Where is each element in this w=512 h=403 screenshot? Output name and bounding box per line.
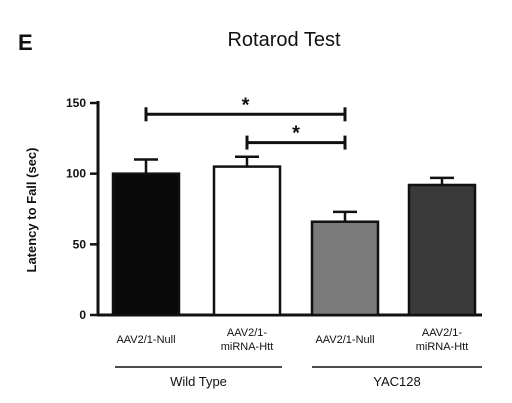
y-tick-label: 150 — [66, 96, 86, 110]
group-label: YAC128 — [373, 374, 420, 389]
bar — [407, 183, 477, 317]
x-tick-label-line2: miRNA-Htt — [221, 341, 274, 353]
group-labels: Wild Type YAC128 — [115, 366, 482, 389]
bars — [111, 155, 477, 317]
y-tick-label: 0 — [79, 308, 86, 322]
x-tick-label-line1: AAV2/1- — [422, 327, 462, 339]
y-tick-label: 50 — [73, 237, 87, 251]
significance-markers: ** — [144, 94, 347, 150]
x-tick-label-line1: AAV2/1- — [227, 327, 267, 339]
bar — [111, 172, 181, 317]
x-tick-label-line2: miRNA-Htt — [416, 341, 469, 353]
bar — [212, 165, 282, 317]
panel-letter: E — [18, 30, 33, 55]
x-tick-label: AAV2/1-Null — [315, 334, 374, 346]
y-axis-label: Latency to Fall (sec) — [24, 148, 39, 273]
significance-star: * — [292, 123, 300, 145]
bar — [310, 220, 380, 317]
x-tick-labels: AAV2/1-Null AAV2/1- miRNA-Htt AAV2/1-Null AA… — [116, 327, 468, 353]
x-tick-label: AAV2/1-Null — [116, 334, 175, 346]
chart-title: Rotarod Test — [227, 29, 340, 51]
y-tick-label: 100 — [66, 167, 86, 181]
group-label: Wild Type — [170, 374, 227, 389]
significance-star: * — [242, 94, 250, 116]
